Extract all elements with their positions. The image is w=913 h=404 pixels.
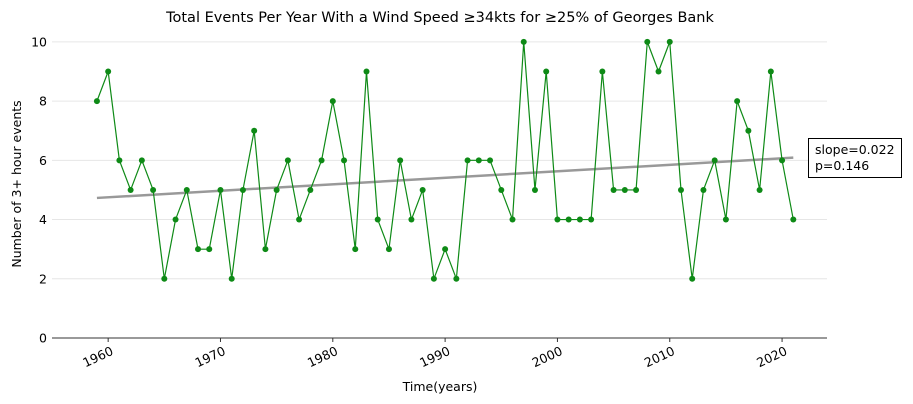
data-point [374, 216, 381, 223]
data-point [711, 157, 718, 164]
data-point [453, 275, 460, 282]
data-point [487, 157, 494, 164]
x-tick-label: 1980 [305, 343, 340, 370]
data-point [677, 186, 684, 193]
data-point [419, 186, 426, 193]
data-point [509, 216, 516, 223]
data-point [442, 246, 449, 253]
x-tick-label: 2000 [530, 343, 565, 370]
data-point [722, 216, 729, 223]
data-point [475, 157, 482, 164]
x-tick-label: 2020 [754, 343, 789, 370]
data-point [228, 275, 235, 282]
data-point [273, 186, 280, 193]
y-tick-label: 2 [39, 271, 47, 286]
data-point [588, 216, 595, 223]
data-point [183, 186, 190, 193]
data-point [700, 186, 707, 193]
x-tick-label: 1990 [417, 343, 452, 370]
data-point [498, 186, 505, 193]
data-point [217, 186, 224, 193]
data-point [352, 246, 359, 253]
data-point [621, 186, 628, 193]
data-point [363, 68, 370, 75]
data-point [150, 186, 157, 193]
x-axis-label: Time(years) [402, 379, 478, 394]
data-point [318, 157, 325, 164]
data-point [644, 38, 651, 45]
y-tick-label: 8 [39, 94, 47, 109]
y-tick-label: 6 [39, 153, 47, 168]
data-point [666, 38, 673, 45]
data-point [262, 246, 269, 253]
data-point [307, 186, 314, 193]
data-point [93, 98, 100, 105]
y-tick-label: 4 [39, 212, 47, 227]
data-point [599, 68, 606, 75]
chart-title: Total Events Per Year With a Wind Speed … [165, 10, 714, 26]
data-point [341, 157, 348, 164]
data-series [93, 38, 797, 282]
x-tick-label: 2010 [642, 343, 677, 370]
data-point [531, 186, 538, 193]
x-tick-label: 1960 [80, 343, 115, 370]
data-point [779, 157, 786, 164]
data-point [756, 186, 763, 193]
data-point [790, 216, 797, 223]
data-point [610, 186, 617, 193]
data-point [565, 216, 572, 223]
data-point [284, 157, 291, 164]
trend-stats-box: slope=0.022 p=0.146 [808, 138, 902, 178]
data-point [633, 186, 640, 193]
data-point [251, 127, 258, 134]
trend-line [96, 156, 794, 200]
gridlines [52, 41, 827, 280]
slope-text: slope=0.022 [815, 142, 895, 157]
y-tick-label: 10 [31, 34, 47, 49]
data-point [734, 98, 741, 105]
data-point [397, 157, 404, 164]
data-point [116, 157, 123, 164]
data-point [127, 186, 134, 193]
data-point [296, 216, 303, 223]
data-point [408, 216, 415, 223]
data-point [195, 246, 202, 253]
p-value-text: p=0.146 [815, 158, 870, 173]
axes: 0 2 4 6 8 10 1960 1970 1980 1990 2000 2010 2020 [31, 34, 827, 370]
data-point [543, 68, 550, 75]
data-point [655, 68, 662, 75]
data-point [105, 68, 112, 75]
y-tick-label: 0 [39, 331, 47, 346]
y-axis-label: Number of 3+ hour events [9, 100, 24, 267]
data-point [520, 38, 527, 45]
data-point [430, 275, 437, 282]
data-point [745, 127, 752, 134]
trend-segment [96, 156, 794, 200]
data-point [172, 216, 179, 223]
x-tick-label: 1970 [193, 343, 228, 370]
data-point [239, 186, 246, 193]
data-point [576, 216, 583, 223]
data-point [767, 68, 774, 75]
data-point [554, 216, 561, 223]
data-point [329, 98, 336, 105]
data-point [385, 246, 392, 253]
data-point [689, 275, 696, 282]
data-point [138, 157, 145, 164]
data-point [206, 246, 213, 253]
data-point [464, 157, 471, 164]
data-point [161, 275, 168, 282]
